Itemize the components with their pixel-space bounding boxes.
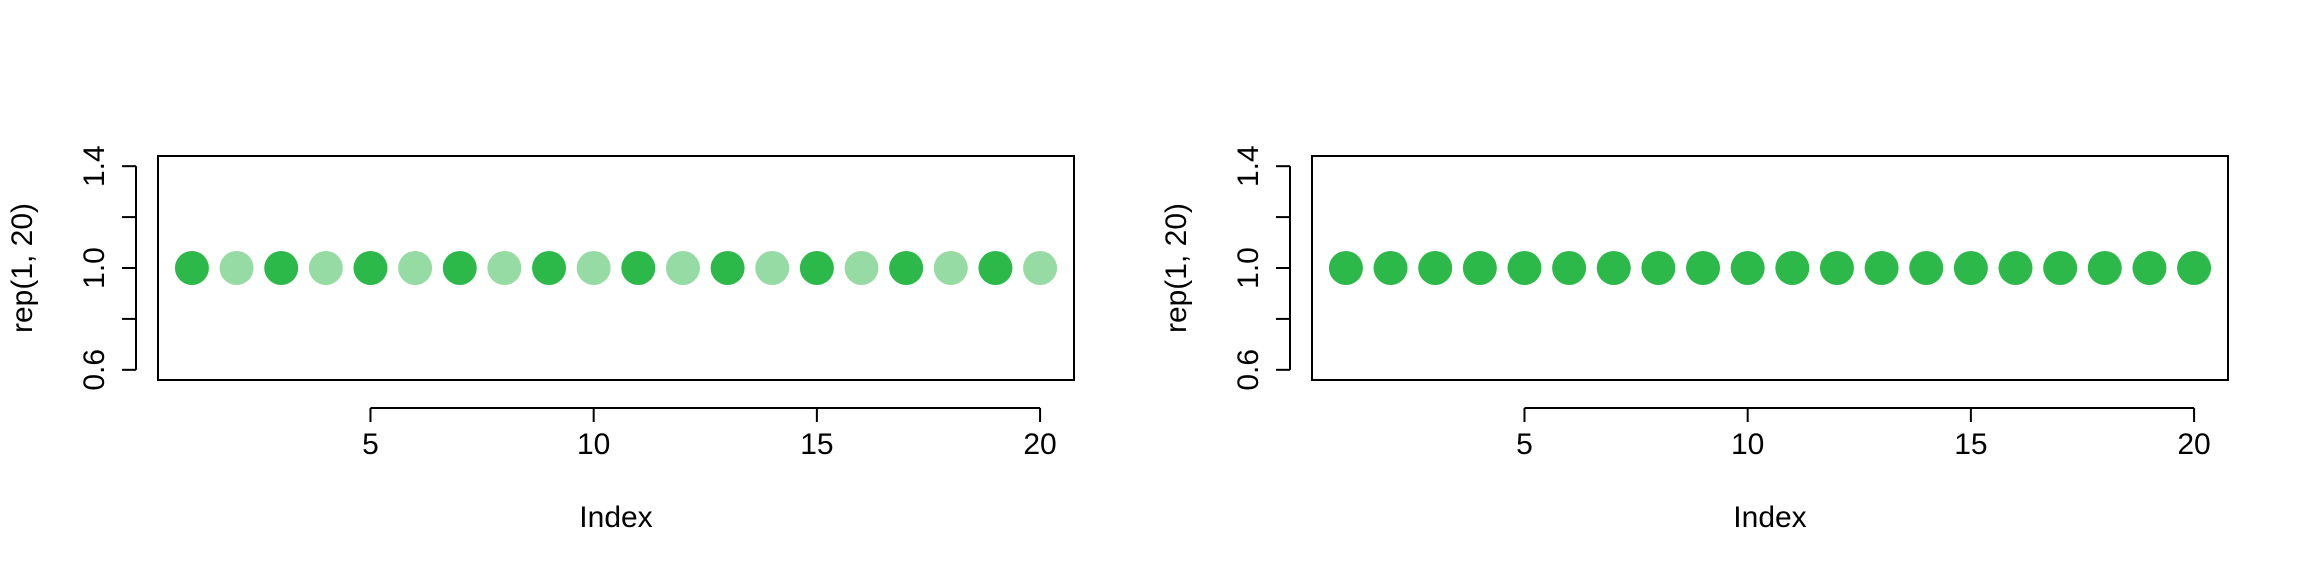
y-tick-label: 1.0 bbox=[1232, 247, 1265, 289]
data-point bbox=[398, 251, 433, 285]
data-point bbox=[1641, 251, 1676, 285]
y-tick-label: 1.0 bbox=[78, 247, 111, 289]
points-group bbox=[1328, 251, 2212, 285]
y-tick-label: 0.6 bbox=[78, 349, 111, 391]
points-group bbox=[174, 251, 1058, 285]
x-tick-label: 15 bbox=[800, 428, 833, 461]
data-point bbox=[1909, 251, 1944, 285]
x-tick-label: 10 bbox=[577, 428, 610, 461]
data-point bbox=[2177, 251, 2212, 285]
data-point bbox=[1596, 251, 1631, 285]
data-point bbox=[442, 251, 477, 285]
y-tick-label: 0.6 bbox=[1232, 349, 1265, 391]
y-axis: 0.6 1.0 1.4 bbox=[1232, 145, 1291, 391]
data-point bbox=[844, 251, 879, 285]
data-point bbox=[2043, 251, 2078, 285]
data-point bbox=[1864, 251, 1899, 285]
x-tick-label: 15 bbox=[1954, 428, 1987, 461]
scatter-panel-right: 5 10 15 20 0.6 1.0 1.4 Index rep(1, 20) bbox=[1160, 145, 2229, 534]
data-point bbox=[487, 251, 522, 285]
data-point bbox=[353, 251, 388, 285]
data-point bbox=[1686, 251, 1721, 285]
data-point bbox=[889, 251, 924, 285]
data-point bbox=[799, 251, 834, 285]
x-tick-label: 20 bbox=[1023, 428, 1056, 461]
data-point bbox=[1023, 251, 1058, 285]
y-tick-label: 1.4 bbox=[78, 145, 111, 187]
data-point bbox=[1328, 251, 1363, 285]
data-point bbox=[532, 251, 567, 285]
x-tick-label: 10 bbox=[1731, 428, 1764, 461]
data-point bbox=[264, 251, 299, 285]
data-point bbox=[978, 251, 1013, 285]
data-point bbox=[1819, 251, 1854, 285]
data-point bbox=[2087, 251, 2122, 285]
data-point bbox=[308, 251, 343, 285]
y-tick-label: 1.4 bbox=[1232, 145, 1265, 187]
data-point bbox=[665, 251, 700, 285]
data-point bbox=[576, 251, 611, 285]
x-axis: 5 10 15 20 bbox=[362, 407, 1057, 461]
x-tick-label: 5 bbox=[362, 428, 379, 461]
y-axis-label: rep(1, 20) bbox=[1160, 203, 1193, 333]
x-tick-label: 20 bbox=[2177, 428, 2210, 461]
data-point bbox=[1998, 251, 2033, 285]
plot-frame bbox=[157, 155, 1075, 381]
data-point bbox=[1730, 251, 1765, 285]
data-point bbox=[1507, 251, 1542, 285]
x-axis-label: Index bbox=[579, 501, 652, 534]
x-axis-label: Index bbox=[1733, 501, 1806, 534]
data-point bbox=[2132, 251, 2167, 285]
data-point bbox=[219, 251, 254, 285]
data-point bbox=[755, 251, 790, 285]
data-point bbox=[1373, 251, 1408, 285]
data-point bbox=[1775, 251, 1810, 285]
y-axis-label: rep(1, 20) bbox=[6, 203, 39, 333]
data-point bbox=[174, 251, 209, 285]
data-point bbox=[621, 251, 656, 285]
data-point bbox=[1418, 251, 1453, 285]
x-axis: 5 10 15 20 bbox=[1516, 407, 2211, 461]
data-point bbox=[1953, 251, 1988, 285]
data-point bbox=[1552, 251, 1587, 285]
plot-frame bbox=[1311, 155, 2229, 381]
x-tick-label: 5 bbox=[1516, 428, 1533, 461]
data-point bbox=[710, 251, 745, 285]
data-point bbox=[933, 251, 968, 285]
scatter-panel-left: 5 10 15 20 0.6 1.0 1.4 Index rep(1, 20) bbox=[6, 145, 1075, 534]
data-point bbox=[1462, 251, 1497, 285]
y-axis: 0.6 1.0 1.4 bbox=[78, 145, 137, 391]
